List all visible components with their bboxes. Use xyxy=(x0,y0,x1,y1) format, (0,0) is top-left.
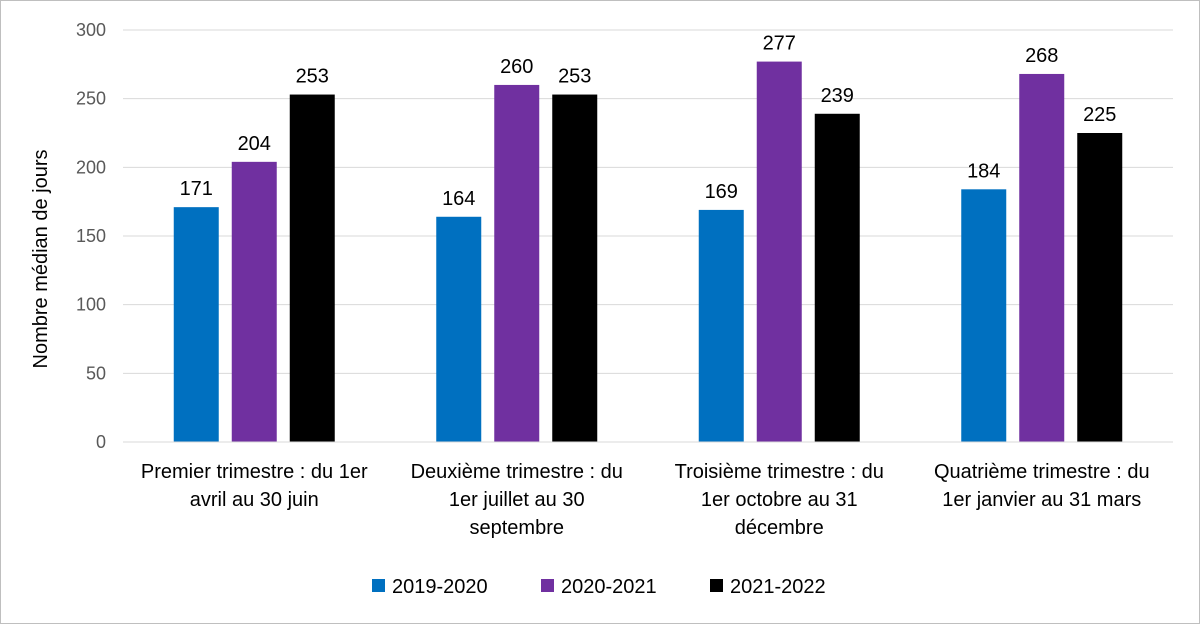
bar-2020-2021-4 xyxy=(1019,73,1065,443)
x-category-label: décembre xyxy=(735,517,824,539)
bar-2019-2020-3 xyxy=(698,209,744,442)
bar-2021-2022-1 xyxy=(289,94,335,443)
bar-2019-2020-4 xyxy=(961,189,1007,442)
bar-2021-2022-4 xyxy=(1077,133,1123,442)
bar-2021-2022-3 xyxy=(814,113,860,443)
data-label: 260 xyxy=(500,56,533,78)
data-labels: 171 204 253 164 260 253 169 277 239 184 268 225 xyxy=(180,33,1117,210)
x-category-label: Troisième trimestre : du xyxy=(675,461,884,483)
bar-2019-2020-2 xyxy=(436,216,482,442)
legend: 2019-2020 2020-2021 2021-2022 xyxy=(372,576,826,598)
axes: 0 50 100 150 200 250 300 Premier trimestre : du… xyxy=(76,20,1173,539)
legend-label: 2021-2022 xyxy=(730,576,826,598)
bar-2019-2020-1 xyxy=(173,207,219,442)
data-label: 277 xyxy=(763,33,796,55)
y-tick-label: 200 xyxy=(76,157,106,177)
y-tick-label: 150 xyxy=(76,226,106,246)
bar-2021-2022-2 xyxy=(552,94,598,443)
y-tick-label: 0 xyxy=(96,432,106,452)
x-category-label: septembre xyxy=(470,517,565,539)
y-axis-title: Nombre médian de jours xyxy=(30,150,52,369)
x-category-label: avril au 30 juin xyxy=(190,489,319,511)
x-category-label: Deuxième trimestre : du xyxy=(411,461,623,483)
data-label: 204 xyxy=(238,133,271,155)
x-category-label: 1er octobre au 31 xyxy=(701,489,858,511)
y-tick-label: 100 xyxy=(76,295,106,315)
x-category-label: 1er juillet au 30 xyxy=(449,489,585,511)
legend-swatch xyxy=(710,579,723,592)
data-label: 164 xyxy=(442,188,475,210)
y-tick-label: 50 xyxy=(86,363,106,383)
legend-item: 2019-2020 xyxy=(372,576,488,598)
y-tick-label: 250 xyxy=(76,89,106,109)
bars xyxy=(173,61,1123,443)
x-category-label: 1er janvier au 31 mars xyxy=(942,489,1141,511)
data-label: 268 xyxy=(1025,45,1058,67)
x-category-label: Premier trimestre : du 1er xyxy=(141,461,368,483)
bar-2020-2021-3 xyxy=(756,61,802,442)
legend-item: 2020-2021 xyxy=(541,576,657,598)
data-label: 184 xyxy=(967,160,1000,182)
data-label: 171 xyxy=(180,178,213,200)
legend-swatch xyxy=(541,579,554,592)
legend-label: 2020-2021 xyxy=(561,576,657,598)
data-label: 253 xyxy=(558,66,591,88)
data-label: 225 xyxy=(1083,104,1116,126)
bar-2020-2021-1 xyxy=(231,161,277,442)
data-label: 239 xyxy=(821,85,854,107)
gridlines xyxy=(123,29,1173,443)
legend-item: 2021-2022 xyxy=(710,576,826,598)
legend-swatch xyxy=(372,579,385,592)
legend-label: 2019-2020 xyxy=(392,576,488,598)
y-tick-label: 300 xyxy=(76,20,106,40)
x-category-label: Quatrième trimestre : du xyxy=(934,461,1150,483)
bar-2020-2021-2 xyxy=(494,84,540,442)
data-label: 253 xyxy=(296,66,329,88)
data-label: 169 xyxy=(705,181,738,203)
